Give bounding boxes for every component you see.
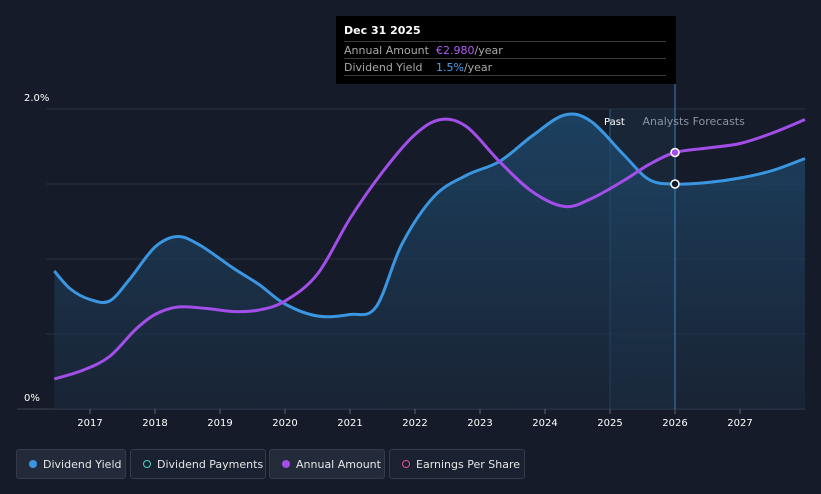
legend-label: Dividend Yield bbox=[43, 458, 122, 471]
x-tick-label: 2019 bbox=[207, 418, 232, 429]
x-tick-label: 2026 bbox=[662, 418, 687, 429]
x-tick-label: 2021 bbox=[337, 418, 362, 429]
dividend-payments-dot-icon bbox=[143, 460, 151, 468]
legend-item-annual-amount[interactable]: Annual Amount bbox=[269, 449, 385, 479]
legend-label: Dividend Payments bbox=[157, 458, 264, 471]
tooltip-row-dividend-yield: Dividend Yield 1.5%/year bbox=[344, 58, 666, 76]
dividend-yield-dot-icon bbox=[29, 460, 37, 468]
x-axis: 2017 2018 2019 2020 2021 2022 2023 2024 2025 2026… bbox=[77, 409, 753, 429]
x-tick-label: 2027 bbox=[727, 418, 752, 429]
tooltip-value: €2.980/year bbox=[436, 44, 503, 57]
legend-item-earnings-per-share[interactable]: Earnings Per Share bbox=[389, 449, 525, 479]
tooltip-divider bbox=[344, 75, 666, 76]
tooltip-value: 1.5%/year bbox=[436, 61, 492, 74]
x-tick-label: 2022 bbox=[402, 418, 427, 429]
legend-label: Earnings Per Share bbox=[416, 458, 521, 471]
tooltip-key: Annual Amount bbox=[344, 44, 429, 57]
tooltip-key: Dividend Yield bbox=[344, 61, 423, 74]
annual-amount-dot-icon bbox=[282, 460, 290, 468]
x-tick-label: 2020 bbox=[272, 418, 297, 429]
legend-item-dividend-payments[interactable]: Dividend Payments bbox=[130, 449, 266, 479]
highlight-point-annual-amount[interactable] bbox=[670, 147, 680, 158]
tooltip-yield-unit: /year bbox=[463, 61, 493, 74]
x-tick-label: 2024 bbox=[532, 418, 557, 429]
legend-item-dividend-yield[interactable]: Dividend Yield bbox=[16, 449, 126, 479]
x-tick-label: 2017 bbox=[77, 418, 102, 429]
past-label: Past bbox=[604, 117, 625, 128]
annual-amount-line bbox=[53, 117, 806, 381]
x-tick-label: 2025 bbox=[597, 418, 622, 429]
tooltip-date: Dec 31 2025 bbox=[344, 24, 421, 37]
legend-label: Annual Amount bbox=[296, 458, 381, 471]
highlight-point-dividend-yield[interactable] bbox=[670, 179, 680, 189]
tooltip-amount-value: €2.980 bbox=[436, 44, 475, 57]
tooltip-amount-unit: /year bbox=[474, 44, 503, 57]
y-axis: 2.0% 0% bbox=[24, 93, 49, 404]
tooltip: Dec 31 2025 Annual Amount €2.980/year Di… bbox=[336, 16, 676, 84]
dividend-yield-line bbox=[53, 112, 806, 319]
tooltip-yield-value: 1.5% bbox=[436, 61, 464, 74]
forecast-label: Analysts Forecasts bbox=[643, 115, 746, 128]
earnings-per-share-dot-icon bbox=[402, 460, 410, 468]
tooltip-row-annual-amount: Annual Amount €2.980/year bbox=[344, 41, 666, 59]
dividend-chart: Past Analysts Forecasts 2.0%0% 2017 2018 2… bbox=[17, 84, 806, 429]
x-tick-label: 2023 bbox=[467, 418, 492, 429]
y-tick-label: 2.0% bbox=[24, 93, 49, 104]
x-tick-label: 2018 bbox=[142, 418, 167, 429]
y-tick-label: 0% bbox=[24, 393, 40, 404]
dividend-yield-area bbox=[54, 113, 806, 409]
